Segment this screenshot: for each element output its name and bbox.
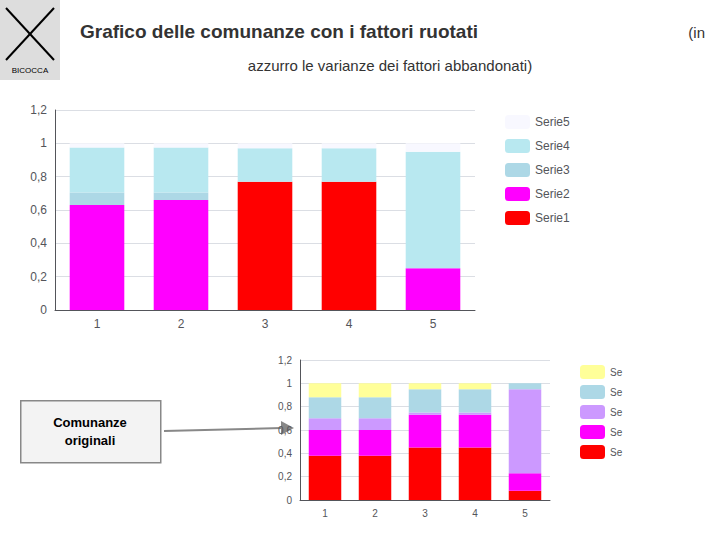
svg-text:originali: originali xyxy=(65,433,116,448)
svg-text:(in: (in xyxy=(688,24,705,41)
svg-text:3: 3 xyxy=(262,317,269,331)
svg-text:Serie3: Serie3 xyxy=(535,163,570,177)
svg-text:0,6: 0,6 xyxy=(30,203,47,217)
svg-text:Grafico delle comunanze con i: Grafico delle comunanze con i fattori ru… xyxy=(80,21,478,42)
svg-text:0,8: 0,8 xyxy=(278,401,292,412)
svg-text:0: 0 xyxy=(286,495,292,506)
svg-text:0,6: 0,6 xyxy=(278,425,292,436)
svg-text:5: 5 xyxy=(430,317,437,331)
svg-text:5: 5 xyxy=(522,508,528,519)
svg-text:Serie5: Serie5 xyxy=(535,115,570,129)
svg-text:2: 2 xyxy=(178,317,185,331)
svg-text:1,2: 1,2 xyxy=(30,103,47,117)
svg-text:Comunanze: Comunanze xyxy=(53,415,127,430)
svg-text:azzurro le varianze dei fattor: azzurro le varianze dei fattori abbandon… xyxy=(248,57,532,74)
svg-text:Serie4: Serie4 xyxy=(535,139,570,153)
svg-text:1: 1 xyxy=(94,317,101,331)
svg-text:0,2: 0,2 xyxy=(30,270,47,284)
svg-text:4: 4 xyxy=(346,317,353,331)
svg-text:0,2: 0,2 xyxy=(278,471,292,482)
svg-text:3: 3 xyxy=(422,508,428,519)
svg-text:1: 1 xyxy=(322,508,328,519)
svg-text:2: 2 xyxy=(372,508,378,519)
svg-text:1: 1 xyxy=(40,136,47,150)
svg-text:BICOCCA: BICOCCA xyxy=(12,66,49,75)
svg-text:1: 1 xyxy=(286,378,292,389)
svg-text:0,4: 0,4 xyxy=(30,236,47,250)
svg-text:Se: Se xyxy=(610,447,623,458)
svg-text:Serie1: Serie1 xyxy=(535,211,570,225)
svg-text:0: 0 xyxy=(40,303,47,317)
svg-text:1,2: 1,2 xyxy=(278,355,292,366)
svg-text:Se: Se xyxy=(610,387,623,398)
svg-text:Se: Se xyxy=(610,407,623,418)
svg-text:Serie2: Serie2 xyxy=(535,187,570,201)
svg-text:Se: Se xyxy=(610,427,623,438)
svg-text:Se: Se xyxy=(610,367,623,378)
svg-text:4: 4 xyxy=(472,508,478,519)
svg-text:0,8: 0,8 xyxy=(30,170,47,184)
svg-text:0,4: 0,4 xyxy=(278,448,292,459)
